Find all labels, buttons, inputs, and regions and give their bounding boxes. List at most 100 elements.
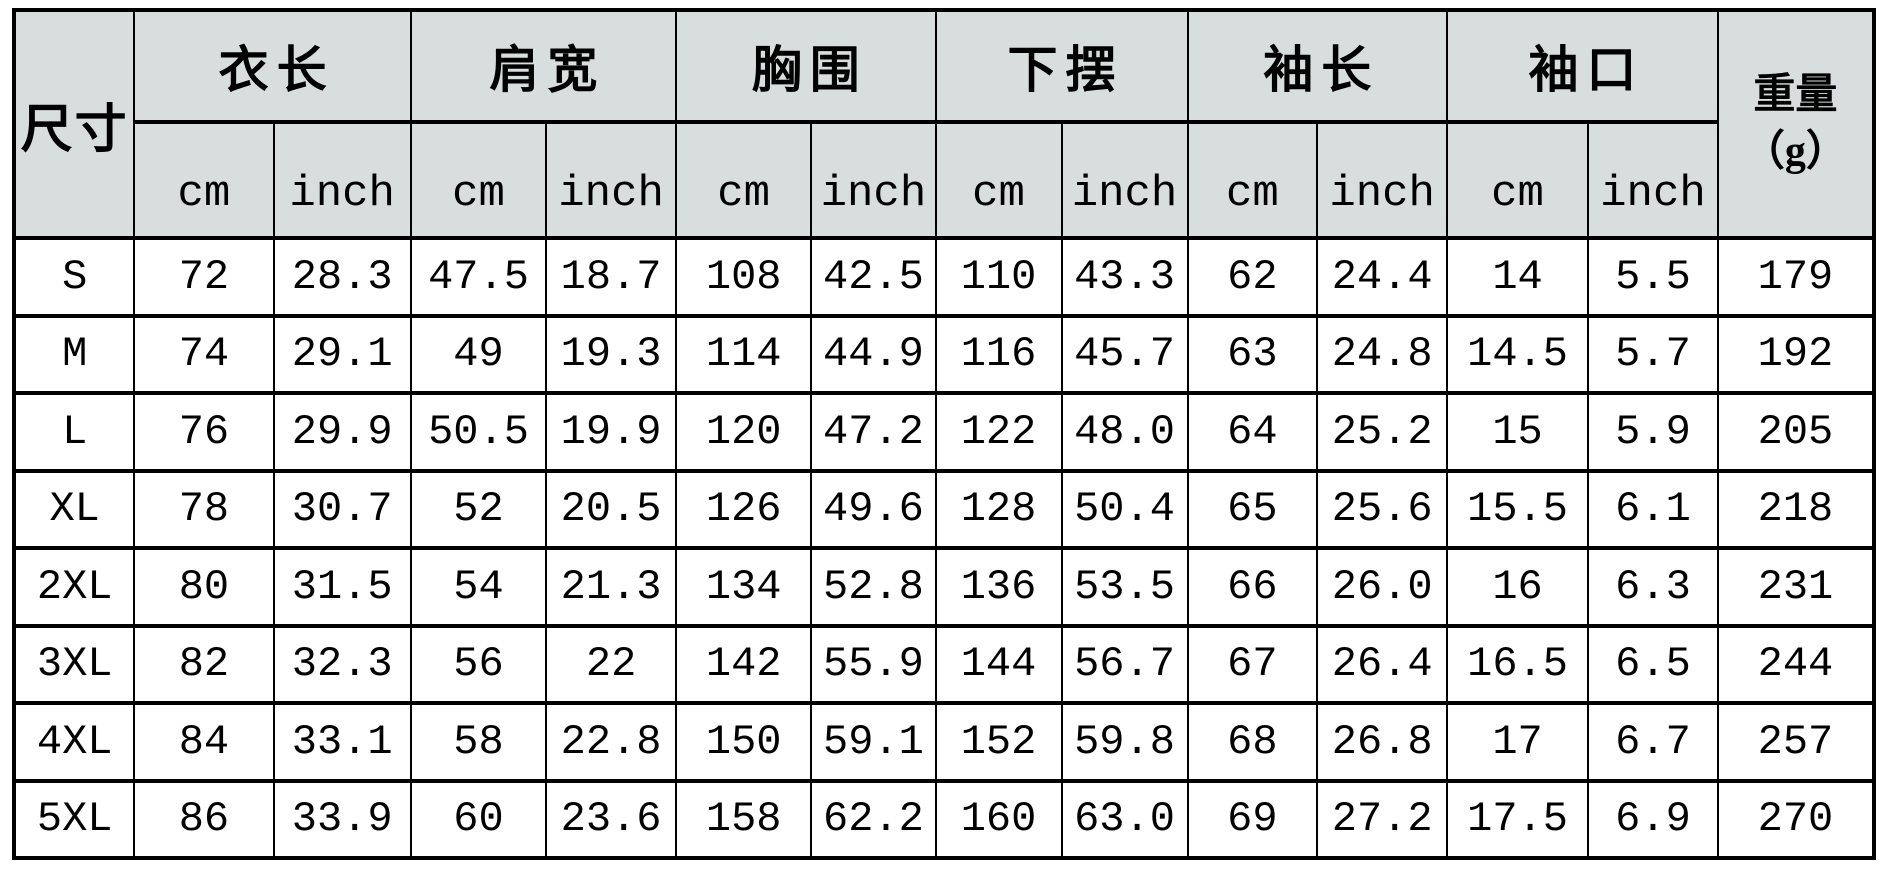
value-cell: 28.3 (272, 236, 412, 318)
value-cell: 122 (934, 391, 1063, 473)
value-cell: 47.5 (409, 236, 548, 318)
value-cell: 44.9 (810, 313, 937, 395)
value-cell: 6.5 (1587, 623, 1719, 705)
unit-header-cm: cm (133, 120, 275, 240)
value-cell: 14 (1446, 236, 1590, 318)
unit-header-cm: cm (1186, 120, 1319, 240)
value-cell: 78 (133, 468, 275, 550)
value-cell: 64 (1186, 391, 1319, 473)
value-cell: 52 (409, 468, 548, 550)
value-cell: 23.6 (545, 778, 677, 860)
table-body: S 72 28.3 47.5 18.7 108 42.5 110 43.3 62 24.4 14 5.5… (12, 236, 1876, 860)
value-cell: 59.8 (1060, 701, 1189, 783)
weight-cell: 231 (1716, 546, 1876, 628)
group-header-chest: 胸围 (674, 8, 937, 124)
weight-label-line1: 重量 (1753, 72, 1838, 119)
value-cell: 62.2 (810, 778, 937, 860)
value-cell: 24.4 (1316, 236, 1449, 318)
value-cell: 32.3 (272, 623, 412, 705)
weight-label-line2: （g） (1742, 129, 1848, 175)
value-cell: 108 (674, 236, 813, 318)
size-chart-table: 尺寸 衣长 肩宽 胸围 下摆 袖长 袖口 重量 （g） cm inch cm i… (12, 8, 1876, 860)
value-cell: 160 (934, 778, 1063, 860)
unit-header-inch: inch (1060, 120, 1189, 240)
value-cell: 33.9 (272, 778, 412, 860)
group-header-garment-length: 衣长 (133, 8, 412, 124)
value-cell: 5.7 (1587, 313, 1719, 395)
size-cell: 4XL (12, 701, 136, 783)
value-cell: 15.5 (1446, 468, 1590, 550)
value-cell: 26.4 (1316, 623, 1449, 705)
value-cell: 134 (674, 546, 813, 628)
value-cell: 21.3 (545, 546, 677, 628)
value-cell: 47.2 (810, 391, 937, 473)
value-cell: 29.9 (272, 391, 412, 473)
size-column-header: 尺寸 (12, 8, 136, 240)
size-row: 2XL 80 31.5 54 21.3 134 52.8 136 53.5 66 26.0 16 6.3… (12, 546, 1876, 628)
size-row: M 74 29.1 49 19.3 114 44.9 116 45.7 63 24.8 14.5 5.7… (12, 313, 1876, 395)
value-cell: 69 (1186, 778, 1319, 860)
group-header-sleeve-length: 袖长 (1186, 8, 1449, 124)
value-cell: 74 (133, 313, 275, 395)
size-cell: L (12, 391, 136, 473)
size-cell: S (12, 236, 136, 318)
value-cell: 20.5 (545, 468, 677, 550)
size-row: 4XL 84 33.1 58 22.8 150 59.1 152 59.8 68 26.8 17 6.7… (12, 701, 1876, 783)
value-cell: 26.8 (1316, 701, 1449, 783)
value-cell: 49 (409, 313, 548, 395)
weight-cell: 270 (1716, 778, 1876, 860)
group-header-shoulder-width: 肩宽 (409, 8, 677, 124)
value-cell: 5.5 (1587, 236, 1719, 318)
value-cell: 24.8 (1316, 313, 1449, 395)
value-cell: 68 (1186, 701, 1319, 783)
weight-cell: 179 (1716, 236, 1876, 318)
size-row: XL 78 30.7 52 20.5 126 49.6 128 50.4 65 25.6 15.5 6.… (12, 468, 1876, 550)
unit-header-inch: inch (1587, 120, 1719, 240)
unit-header-inch: inch (272, 120, 412, 240)
value-cell: 14.5 (1446, 313, 1590, 395)
size-cell: M (12, 313, 136, 395)
value-cell: 66 (1186, 546, 1319, 628)
value-cell: 56.7 (1060, 623, 1189, 705)
value-cell: 19.3 (545, 313, 677, 395)
value-cell: 43.3 (1060, 236, 1189, 318)
value-cell: 86 (133, 778, 275, 860)
value-cell: 48.0 (1060, 391, 1189, 473)
value-cell: 54 (409, 546, 548, 628)
value-cell: 33.1 (272, 701, 412, 783)
value-cell: 17 (1446, 701, 1590, 783)
table-header: 尺寸 衣长 肩宽 胸围 下摆 袖长 袖口 重量 （g） cm inch cm i… (12, 8, 1876, 240)
value-cell: 45.7 (1060, 313, 1189, 395)
value-cell: 152 (934, 701, 1063, 783)
unit-header-cm: cm (1446, 120, 1590, 240)
value-cell: 84 (133, 701, 275, 783)
group-header-row: 尺寸 衣长 肩宽 胸围 下摆 袖长 袖口 重量 （g） (12, 8, 1876, 240)
value-cell: 72 (133, 236, 275, 318)
unit-header-inch: inch (1316, 120, 1449, 240)
value-cell: 6.3 (1587, 546, 1719, 628)
value-cell: 63 (1186, 313, 1319, 395)
value-cell: 6.1 (1587, 468, 1719, 550)
value-cell: 17.5 (1446, 778, 1590, 860)
weight-cell: 192 (1716, 313, 1876, 395)
weight-cell: 257 (1716, 701, 1876, 783)
value-cell: 65 (1186, 468, 1319, 550)
value-cell: 63.0 (1060, 778, 1189, 860)
size-cell: 2XL (12, 546, 136, 628)
value-cell: 15 (1446, 391, 1590, 473)
value-cell: 16.5 (1446, 623, 1590, 705)
value-cell: 116 (934, 313, 1063, 395)
value-cell: 58 (409, 701, 548, 783)
value-cell: 52.8 (810, 546, 937, 628)
size-cell: XL (12, 468, 136, 550)
size-row: 5XL 86 33.9 60 23.6 158 62.2 160 63.0 69 27.2 17.5 6… (12, 778, 1876, 860)
unit-header-inch: inch (810, 120, 937, 240)
size-row: L 76 29.9 50.5 19.9 120 47.2 122 48.0 64 25.2 15 5.9… (12, 391, 1876, 473)
weight-cell: 244 (1716, 623, 1876, 705)
size-row: 3XL 82 32.3 56 22 142 55.9 144 56.7 67 26.4 16.5 6.5… (12, 623, 1876, 705)
value-cell: 22.8 (545, 701, 677, 783)
value-cell: 67 (1186, 623, 1319, 705)
value-cell: 50.5 (409, 391, 548, 473)
value-cell: 16 (1446, 546, 1590, 628)
weight-cell: 218 (1716, 468, 1876, 550)
